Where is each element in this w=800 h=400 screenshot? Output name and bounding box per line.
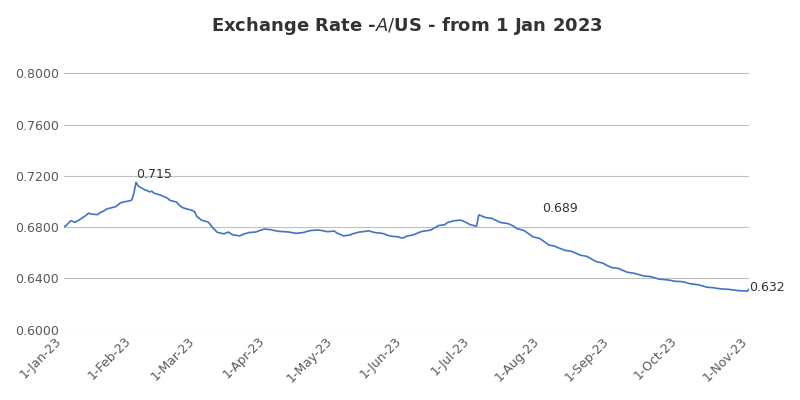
Text: 0.689: 0.689 <box>542 202 578 215</box>
Text: 0.632: 0.632 <box>750 281 785 294</box>
Title: Exchange Rate -$A/$US - from 1 Jan 2023: Exchange Rate -$A/$US - from 1 Jan 2023 <box>210 15 602 37</box>
Text: 0.715: 0.715 <box>136 168 172 182</box>
